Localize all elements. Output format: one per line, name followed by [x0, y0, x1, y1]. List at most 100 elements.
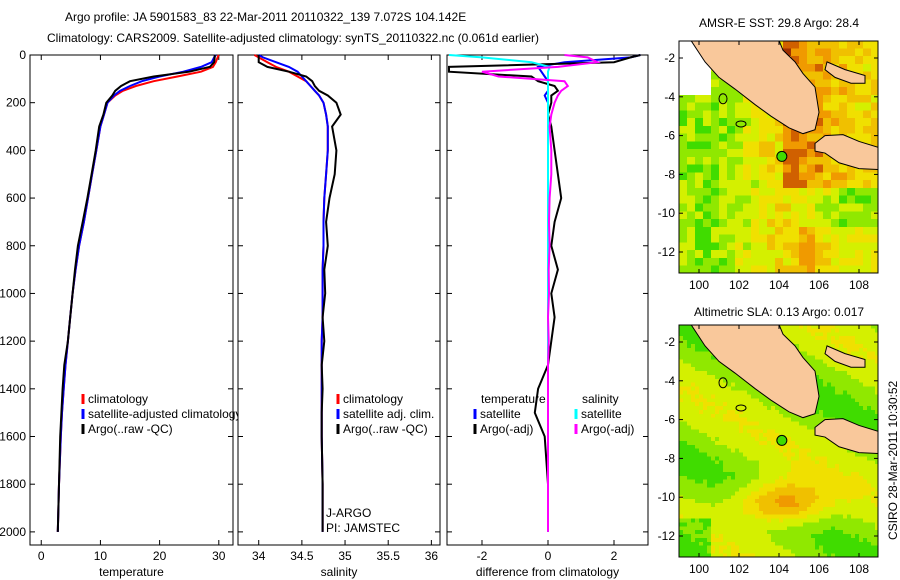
heatmap-cell [799, 417, 804, 423]
heatmap-cell [871, 102, 878, 111]
heatmap-cell [831, 211, 840, 220]
heatmap-cell [795, 433, 800, 438]
heatmap-cell [819, 460, 824, 465]
heatmap-cell [827, 518, 832, 523]
heatmap-cell [775, 172, 784, 181]
heatmap-cell [711, 156, 720, 166]
heatmap-cell [715, 371, 720, 376]
heatmap-cell [835, 378, 840, 384]
heatmap-cell [855, 242, 864, 251]
heatmap-cell [735, 125, 744, 135]
heatmap-cell [815, 110, 824, 119]
heatmap-cell [683, 506, 688, 512]
heatmap-cell [791, 336, 796, 341]
map-panel-2: 100 102 104 106 108-2-4-6-8-10-12 [658, 324, 879, 576]
heatmap-cell [683, 328, 688, 333]
heatmap-cell [735, 374, 740, 380]
heatmap-cell [839, 522, 844, 527]
heatmap-cell [787, 506, 792, 512]
heatmap-cell [811, 483, 816, 488]
heatmap-cell [819, 452, 824, 457]
heatmap-cell [775, 475, 780, 481]
heatmap-cell [811, 343, 816, 349]
heatmap-cell [707, 499, 712, 504]
heatmap-cell [823, 537, 828, 543]
heatmap-cell [679, 325, 684, 329]
heatmap-cell [823, 343, 828, 349]
heatmap-cell [859, 460, 864, 465]
heatmap-cell [847, 211, 856, 220]
heatmap-cell [739, 452, 744, 457]
heatmap-cell [747, 464, 752, 469]
heatmap-cell [831, 48, 840, 57]
heatmap-cell [707, 506, 712, 512]
heatmap-cell [783, 133, 792, 142]
heatmap-cell [767, 499, 772, 504]
heatmap-cell [827, 549, 832, 554]
heatmap-cell [783, 545, 788, 551]
heatmap-cell [687, 475, 692, 481]
heatmap-cell [731, 390, 736, 395]
heatmap-cell [751, 409, 756, 415]
heatmap-cell [827, 340, 832, 345]
heatmap-cell [863, 242, 872, 251]
heatmap-cell [707, 386, 712, 391]
heatmap-cell [715, 503, 720, 508]
heatmap-cell [863, 406, 868, 411]
heatmap-cell [687, 234, 696, 243]
heatmap-cell [731, 514, 736, 520]
heatmap-cell [807, 514, 812, 520]
heatmap-cell [799, 541, 804, 547]
heatmap-cell [719, 421, 724, 426]
heatmap-cell [863, 374, 868, 380]
heatmap-cell [811, 444, 816, 450]
heatmap-cell [719, 273, 728, 281]
heatmap-cell [831, 203, 840, 212]
heatmap-cell [703, 386, 708, 391]
heatmap-cell [835, 367, 840, 372]
heatmap-cell [715, 499, 720, 504]
heatmap-cell [855, 187, 864, 197]
x-axis-label: difference from climatology [476, 565, 619, 579]
heatmap-cell [791, 56, 800, 65]
heatmap-cell [831, 257, 840, 267]
heatmap-cell [827, 402, 832, 407]
heatmap-cell [811, 479, 816, 485]
heatmap-cell [771, 406, 776, 411]
heatmap-cell [727, 195, 736, 204]
heatmap-cell [839, 187, 848, 197]
heatmap-cell [683, 526, 688, 531]
heatmap-cell [719, 491, 724, 496]
heatmap-cell [875, 359, 878, 364]
heatmap-cell [803, 518, 808, 523]
heatmap-cell [779, 545, 784, 551]
heatmap-cell [743, 203, 752, 212]
heatmap-cell [727, 234, 736, 243]
heatmap-cell [843, 406, 848, 411]
heatmap-cell [871, 226, 878, 236]
heatmap-cell [815, 534, 820, 539]
heatmap-cell [759, 471, 764, 477]
heatmap-cell [751, 406, 756, 411]
heatmap-cell [803, 347, 808, 353]
heatmap-cell [679, 118, 688, 127]
heatmap-cell [787, 448, 792, 454]
heatmap-cell [791, 545, 796, 551]
heatmap-cell [839, 526, 844, 531]
heatmap-cell [771, 503, 776, 508]
heatmap-cell [871, 452, 876, 457]
heatmap-cell [855, 257, 864, 267]
heatmap-cell [803, 545, 808, 551]
heatmap-cell [767, 421, 772, 426]
heatmap-cell [703, 250, 712, 259]
heatmap-cell [707, 541, 712, 547]
heatmap-cell [747, 425, 752, 430]
heatmap-cell [847, 336, 852, 341]
heatmap-cell [687, 94, 696, 104]
heatmap-cell [719, 437, 724, 442]
heatmap-cell [751, 242, 760, 251]
heatmap-cell [739, 440, 744, 446]
heatmap-cell [875, 347, 878, 353]
heatmap-cell [867, 409, 872, 415]
x-tick-label: 34.5 [290, 549, 314, 563]
